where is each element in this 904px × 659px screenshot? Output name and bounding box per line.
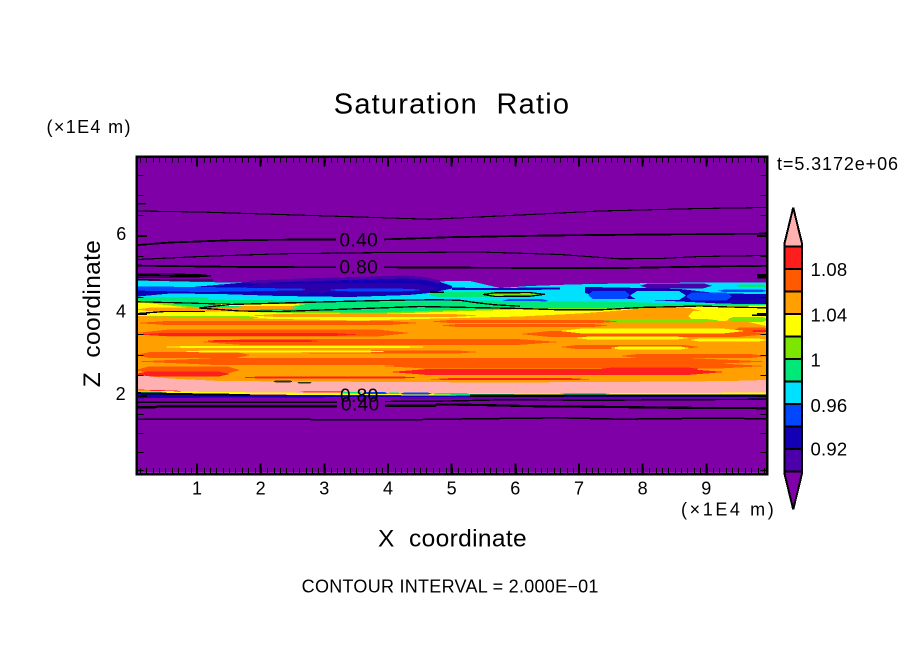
svg-text:0.80: 0.80 (340, 258, 379, 279)
svg-text:4: 4 (383, 479, 393, 499)
svg-text:0.40: 0.40 (340, 230, 379, 251)
svg-text:Saturation Ratio: Saturation Ratio (334, 89, 570, 121)
svg-text:0.40: 0.40 (341, 394, 380, 415)
svg-text:0.96: 0.96 (811, 395, 848, 416)
svg-text:3: 3 (319, 479, 329, 499)
svg-text:0.92: 0.92 (811, 438, 848, 459)
svg-text:8: 8 (638, 479, 648, 499)
svg-text:6: 6 (116, 224, 126, 244)
svg-text:X coordinate: X coordinate (378, 526, 527, 553)
svg-text:6: 6 (510, 479, 520, 499)
svg-text:9: 9 (701, 479, 711, 499)
svg-text:5: 5 (447, 479, 457, 499)
svg-text:1.08: 1.08 (811, 259, 848, 280)
svg-text:1.04: 1.04 (811, 305, 848, 326)
svg-text:2: 2 (116, 384, 126, 404)
svg-text:0.80: 0.80 (340, 386, 379, 407)
svg-text:4: 4 (116, 301, 126, 321)
svg-text:1: 1 (192, 479, 202, 499)
svg-text:(×1E4 m): (×1E4 m) (681, 500, 776, 520)
svg-text:7: 7 (574, 479, 584, 499)
svg-text:1: 1 (811, 349, 822, 370)
svg-text:2: 2 (256, 479, 266, 499)
svg-text:(×1E4 m): (×1E4 m) (47, 117, 132, 137)
svg-text:t=5.3172e+06: t=5.3172e+06 (777, 154, 899, 174)
svg-text:CONTOUR INTERVAL = 2.000E−01: CONTOUR INTERVAL = 2.000E−01 (302, 577, 599, 597)
svg-text:Z coordinate: Z coordinate (79, 240, 106, 388)
